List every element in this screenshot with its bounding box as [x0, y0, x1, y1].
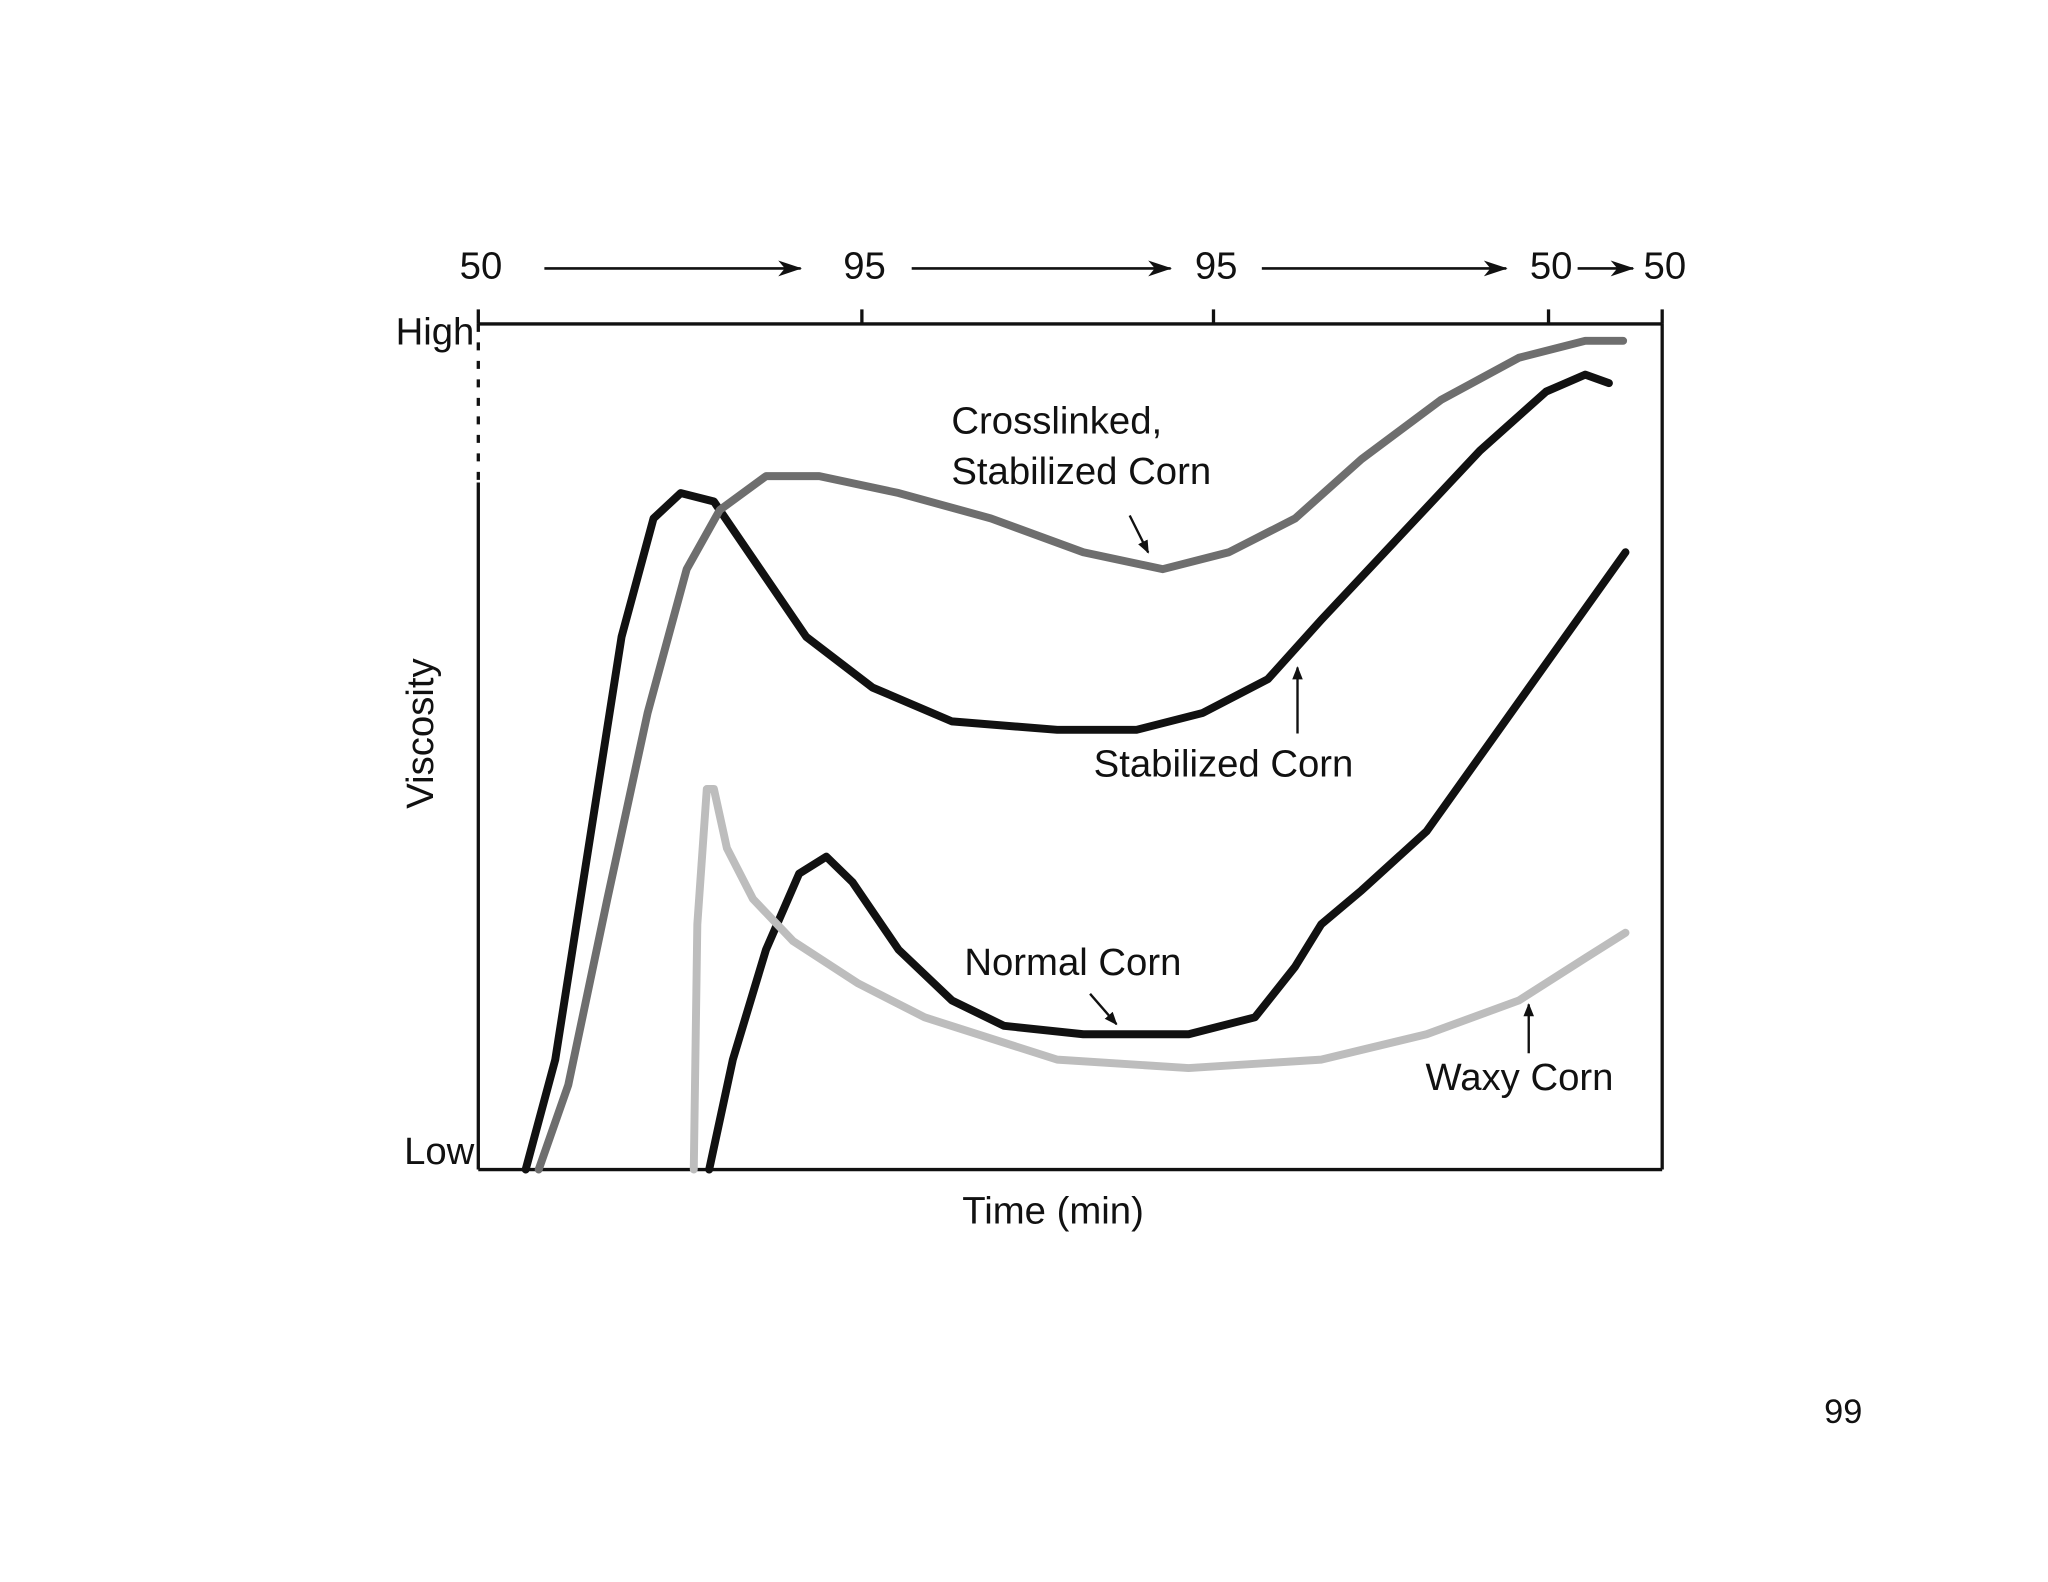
y-tick-label: Low — [404, 1130, 475, 1173]
series-label: Stabilized Corn — [1094, 743, 1354, 786]
top-tick-label: 95 — [1195, 245, 1238, 288]
series-line — [521, 370, 1613, 1174]
y-tick-label: High — [396, 311, 475, 354]
top-tick-label: 95 — [843, 245, 886, 288]
pointer — [1128, 514, 1150, 554]
curves — [521, 336, 1630, 1174]
series-label: Waxy Corn — [1425, 1056, 1613, 1099]
series-line — [705, 548, 1630, 1174]
series-label-box: Crosslinked, Stabilized Corn — [951, 400, 1212, 494]
label-arrows — [1089, 514, 1535, 1054]
top-tick-label: 50 — [1644, 245, 1687, 288]
y-axis-label: Viscosity — [399, 657, 442, 808]
top-tick-label: 50 — [460, 245, 503, 288]
pointer — [1089, 993, 1118, 1026]
series-line — [534, 336, 1628, 1174]
top-tick-label: 50 — [1530, 245, 1573, 288]
page-number: 99 — [1824, 1393, 1862, 1431]
series-label: Crosslinked, Stabilized Corn — [951, 400, 1212, 494]
series-label: Normal Corn — [964, 941, 1181, 984]
plot-frame — [476, 322, 1664, 1172]
series-line — [689, 785, 1630, 1174]
x-axis-label: Time (min) — [962, 1189, 1144, 1232]
